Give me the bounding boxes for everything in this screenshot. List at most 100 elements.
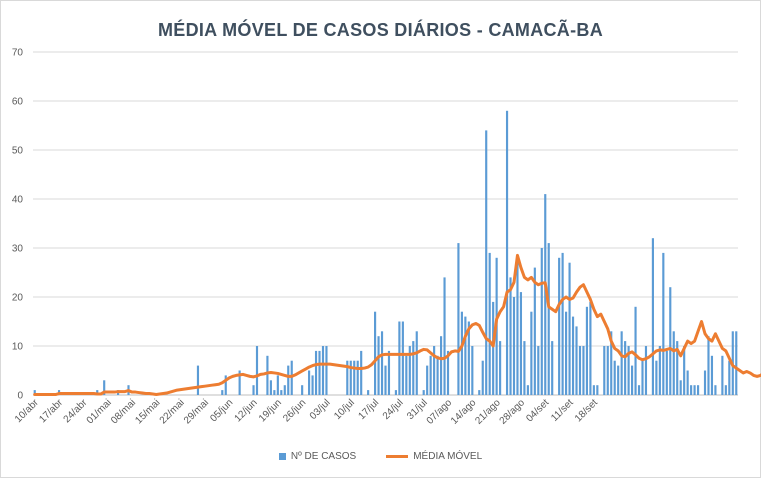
- bar: [707, 336, 710, 395]
- bar: [620, 331, 623, 395]
- bar: [571, 316, 575, 395]
- bar: [499, 341, 502, 395]
- x-tick-label: 04/set: [524, 397, 551, 424]
- bar: [641, 360, 644, 395]
- bar: [589, 301, 592, 395]
- x-tick-label: 21/ago: [473, 397, 503, 427]
- x-tick-label: 17/jul: [357, 397, 382, 422]
- bar: [519, 292, 523, 395]
- bar: [617, 365, 620, 395]
- y-tick-label: 0: [17, 391, 23, 402]
- bar: [492, 301, 495, 395]
- bar: [457, 243, 460, 395]
- bar: [637, 385, 641, 395]
- moving-average-line: [33, 253, 761, 397]
- bar: [314, 350, 318, 395]
- bar: [582, 346, 585, 395]
- x-tick-label: 15/mai: [133, 397, 162, 426]
- x-tick-label: 18/set: [573, 397, 600, 424]
- bar: [676, 341, 679, 395]
- bar: [276, 375, 279, 395]
- bar: [578, 346, 582, 395]
- x-tick-label: 14/ago: [449, 397, 479, 427]
- bar: [512, 297, 516, 395]
- bar: [318, 350, 321, 395]
- bar: [301, 385, 304, 395]
- legend-item-media: MÉDIA MÓVEL: [386, 451, 482, 462]
- bar: [238, 370, 241, 395]
- bar: [266, 355, 269, 395]
- bar: [439, 336, 443, 395]
- bar: [575, 326, 578, 395]
- x-tick-label: 28/ago: [498, 397, 528, 427]
- x-tick-label: 07/ago: [425, 397, 455, 427]
- bar: [537, 346, 540, 395]
- bar: [287, 365, 290, 395]
- bar: [478, 390, 481, 395]
- bar: [481, 360, 484, 395]
- x-tick-label: 01/mai: [85, 397, 114, 426]
- bar: [703, 370, 707, 395]
- bar: [387, 350, 391, 395]
- chart-legend: Nº DE CASOS MÉDIA MÓVEL: [0, 451, 761, 462]
- x-tick-label: 12/jun: [233, 397, 260, 424]
- bar: [547, 243, 550, 395]
- bar: [735, 331, 738, 395]
- bar: [443, 277, 446, 395]
- bar: [613, 360, 616, 395]
- y-tick-label: 70: [12, 48, 24, 59]
- bar: [374, 311, 377, 395]
- bar: [526, 385, 529, 395]
- bar: [693, 385, 696, 395]
- bar: [377, 336, 380, 395]
- bar: [710, 355, 714, 395]
- bar: [505, 110, 509, 396]
- bar: [325, 346, 328, 395]
- bar: [485, 130, 488, 395]
- bar: [714, 385, 717, 395]
- bar: [672, 331, 675, 395]
- bar: [630, 365, 634, 395]
- bar: [349, 360, 352, 395]
- bar: [544, 194, 547, 395]
- y-tick-label: 60: [12, 97, 24, 108]
- bar: [627, 346, 630, 395]
- bar: [530, 311, 533, 395]
- bar: [523, 341, 526, 395]
- bar: [467, 321, 470, 395]
- bar: [221, 390, 224, 395]
- x-tick-label: 22/mai: [158, 397, 187, 426]
- bar: [592, 385, 595, 395]
- bar: [33, 390, 36, 395]
- bar: [568, 262, 571, 395]
- bar: [360, 350, 363, 395]
- bar: [283, 385, 286, 395]
- bar: [353, 360, 356, 395]
- bar: [665, 350, 668, 395]
- bar: [308, 370, 311, 395]
- bar: [460, 311, 463, 395]
- chart-title: MÉDIA MÓVEL DE CASOS DIÁRIOS - CAMACÃ-BA: [157, 20, 603, 40]
- x-tick-label: 19/jun: [257, 397, 284, 424]
- x-tick-label: 03/jul: [308, 397, 333, 422]
- bar: [464, 316, 467, 395]
- bar: [655, 360, 658, 395]
- bar: [471, 346, 474, 395]
- bar: [446, 350, 450, 395]
- x-tick-label: 11/set: [549, 397, 576, 424]
- bar: [651, 238, 654, 395]
- y-tick-label: 20: [12, 293, 24, 304]
- bar: [398, 321, 401, 395]
- bar: [724, 385, 727, 395]
- bar: [658, 346, 661, 395]
- bar: [696, 385, 700, 395]
- bar: [436, 355, 439, 395]
- bar: [412, 341, 415, 395]
- bar: [516, 257, 519, 395]
- bar: [606, 346, 609, 395]
- bar: [683, 346, 686, 395]
- bar: [224, 375, 227, 395]
- bar: [644, 346, 648, 395]
